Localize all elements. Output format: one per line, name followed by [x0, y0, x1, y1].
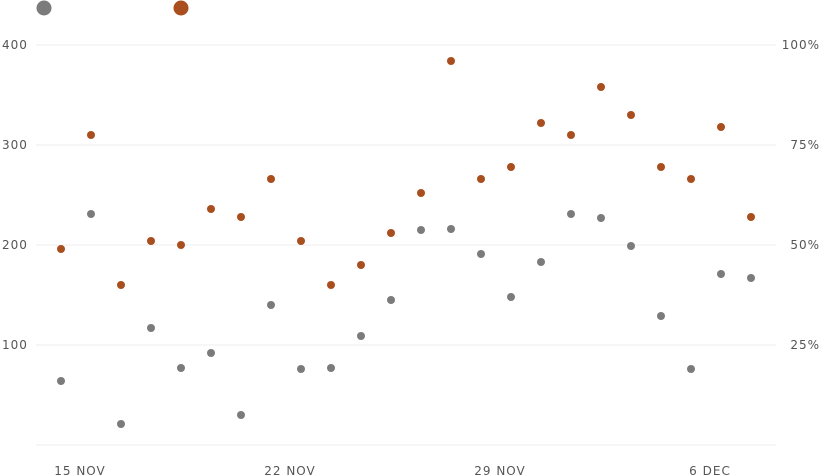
axis-labels: 100 200 300 400 25% 50% 75% 100% 15 NOV 22 NOV 29 …	[2, 38, 820, 475]
data-point-series-1	[207, 349, 215, 357]
y-left-tick-label: 100	[2, 338, 28, 352]
data-point-series-2	[147, 237, 155, 245]
data-point-series-2	[87, 131, 95, 139]
data-point-series-1	[387, 296, 395, 304]
data-point-series-2	[297, 237, 305, 245]
data-point-series-1	[657, 312, 665, 320]
x-tick-label: 15 NOV	[54, 464, 106, 475]
data-point-series-2	[687, 175, 695, 183]
data-point-series-2	[327, 281, 335, 289]
data-point-series-1	[627, 242, 635, 250]
data-point-series-2	[657, 163, 665, 171]
x-tick-label: 29 NOV	[474, 464, 526, 475]
data-point-series-2	[57, 245, 65, 253]
data-points	[57, 57, 755, 428]
x-tick-label: 6 DEC	[689, 464, 731, 475]
data-point-series-1	[567, 210, 575, 218]
data-point-series-2	[237, 213, 245, 221]
data-point-series-2	[267, 175, 275, 183]
data-point-series-1	[177, 364, 185, 372]
data-point-series-1	[447, 225, 455, 233]
data-point-series-1	[717, 270, 725, 278]
data-point-series-2	[117, 281, 125, 289]
data-point-series-2	[417, 189, 425, 197]
y-right-tick-label: 75%	[790, 138, 820, 152]
data-point-series-1	[507, 293, 515, 301]
data-point-series-1	[147, 324, 155, 332]
data-point-series-1	[357, 332, 365, 340]
data-point-series-1	[297, 365, 305, 373]
data-point-series-2	[447, 57, 455, 65]
data-point-series-2	[537, 119, 545, 127]
data-point-series-2	[597, 83, 605, 91]
data-point-series-1	[477, 250, 485, 258]
y-left-tick-label: 400	[2, 38, 28, 52]
data-point-series-1	[417, 226, 425, 234]
data-point-series-1	[267, 301, 275, 309]
y-right-tick-label: 25%	[790, 338, 820, 352]
data-point-series-2	[387, 229, 395, 237]
data-point-series-2	[507, 163, 515, 171]
data-point-series-1	[537, 258, 545, 266]
data-point-series-1	[597, 214, 605, 222]
data-point-series-2	[747, 213, 755, 221]
data-point-series-1	[687, 365, 695, 373]
y-left-tick-label: 200	[2, 238, 28, 252]
data-point-series-1	[117, 420, 125, 428]
data-point-series-1	[57, 377, 65, 385]
data-point-series-1	[87, 210, 95, 218]
data-point-series-2	[177, 241, 185, 249]
gridlines	[36, 44, 776, 446]
data-point-series-2	[357, 261, 365, 269]
data-point-series-1	[237, 411, 245, 419]
legend-swatch-series-2	[173, 0, 189, 16]
data-point-series-2	[717, 123, 725, 131]
data-point-series-2	[567, 131, 575, 139]
y-right-tick-label: 100%	[782, 38, 820, 52]
y-right-tick-label: 50%	[790, 238, 820, 252]
x-tick-label: 22 NOV	[264, 464, 316, 475]
data-point-series-2	[207, 205, 215, 213]
data-point-series-2	[477, 175, 485, 183]
data-point-series-1	[327, 364, 335, 372]
legend-swatch-series-1	[36, 0, 52, 16]
legend	[36, 0, 189, 16]
data-point-series-2	[627, 111, 635, 119]
y-left-tick-label: 300	[2, 138, 28, 152]
data-point-series-1	[747, 274, 755, 282]
